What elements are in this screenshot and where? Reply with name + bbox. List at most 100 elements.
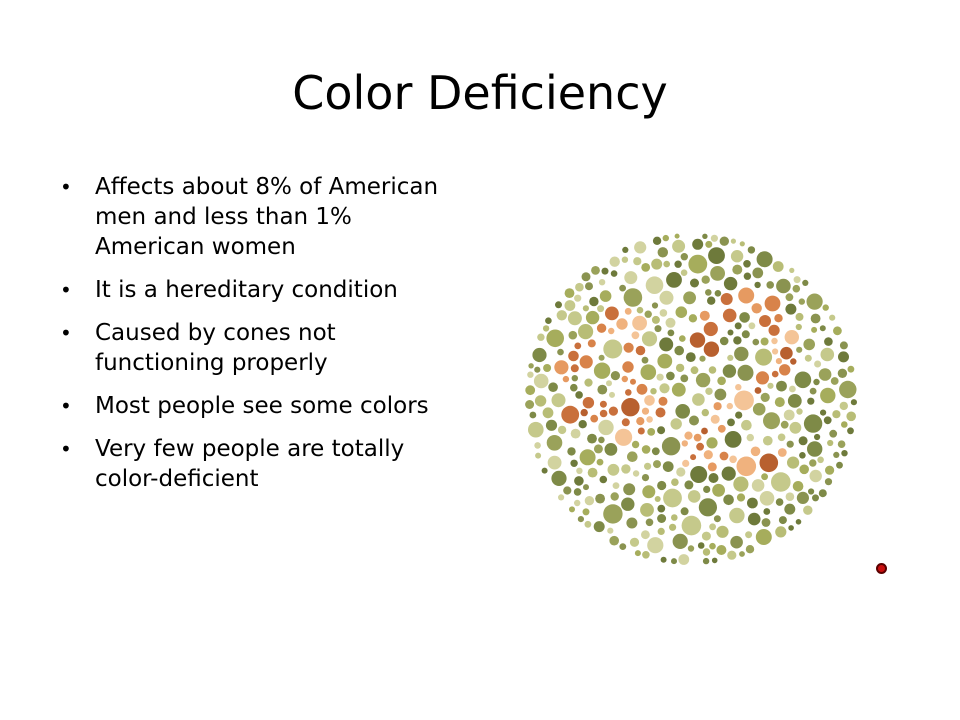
plate-dot <box>839 401 848 411</box>
plate-dot <box>647 537 664 554</box>
plate-dot <box>574 294 582 302</box>
plate-dot <box>809 387 817 395</box>
bullet-dot-icon: • <box>60 175 72 199</box>
plate-dot <box>666 371 675 381</box>
plate-dot <box>598 354 605 361</box>
plate-dot <box>624 271 638 285</box>
plate-dot <box>593 521 605 533</box>
plate-dot <box>679 335 686 342</box>
plate-dot <box>555 301 562 309</box>
plate-dot <box>607 527 614 534</box>
plate-dot <box>646 416 653 423</box>
plate-dot <box>590 414 599 423</box>
plate-dot <box>591 266 600 275</box>
plate-dot <box>803 414 823 433</box>
plate-dot <box>623 483 636 496</box>
plate-dot <box>755 371 770 385</box>
plate-dot <box>760 392 770 402</box>
plate-dot <box>606 380 612 387</box>
plate-dot <box>637 427 645 435</box>
plate-dot <box>838 351 849 363</box>
plate-dot <box>755 529 772 545</box>
plate-dot <box>774 314 783 323</box>
plate-dot <box>651 315 660 324</box>
plate-dot <box>582 397 595 409</box>
plate-dot <box>798 436 808 446</box>
plate-dot <box>562 375 570 383</box>
plate-dot <box>645 276 664 294</box>
plate-dot <box>730 250 744 263</box>
plate-dot <box>667 329 675 337</box>
plate-dot <box>599 475 608 484</box>
plate-dot <box>609 391 615 398</box>
plate-dot <box>839 341 848 350</box>
plate-dot <box>666 272 682 288</box>
plate-dot <box>818 368 832 381</box>
plate-dot <box>563 486 572 495</box>
plate-dot <box>684 431 693 440</box>
plate-dot <box>810 313 821 324</box>
plate-dot <box>761 473 768 481</box>
plate-dot <box>750 446 761 457</box>
plate-dot <box>534 442 541 449</box>
plate-dot <box>789 421 802 434</box>
plate-dot <box>702 233 708 239</box>
plate-dot <box>644 310 652 318</box>
plate-dot <box>706 437 718 449</box>
plate-dot <box>576 467 583 474</box>
plate-dot <box>636 417 645 426</box>
plate-dot <box>574 499 581 507</box>
plate-dot <box>722 308 737 323</box>
plate-dot <box>578 324 594 340</box>
plate-dot <box>822 304 829 311</box>
plate-dot <box>799 464 809 475</box>
plate-dot <box>748 322 756 330</box>
plate-dot <box>655 407 666 418</box>
plate-dot <box>634 241 647 254</box>
bullet-text: Most people see some colors <box>95 393 429 419</box>
plate-dot <box>674 260 682 268</box>
plate-dot <box>733 336 742 345</box>
plate-dot <box>636 306 644 314</box>
plate-dot <box>766 281 774 289</box>
plate-dot <box>823 416 832 425</box>
plate-dot <box>652 236 662 245</box>
plate-dot <box>567 447 576 456</box>
plate-dot <box>776 380 787 392</box>
plate-dot <box>621 398 640 417</box>
bullet-item: • It is a hereditary condition <box>60 275 460 305</box>
plate-dot <box>772 261 784 272</box>
plate-dot <box>567 311 582 326</box>
plate-dot <box>798 298 805 305</box>
plate-dot <box>676 467 686 477</box>
plate-dot <box>527 371 534 378</box>
plate-dot <box>633 257 642 266</box>
plate-dot <box>690 366 699 375</box>
ishihara-plate-image <box>525 233 857 565</box>
plate-dot <box>584 496 595 506</box>
plate-dot <box>598 279 606 286</box>
plate-dot <box>659 337 674 352</box>
plate-dot <box>669 523 677 531</box>
plate-dot <box>623 342 634 353</box>
slide-title: Color Deficiency <box>292 66 668 120</box>
plate-dot <box>597 305 605 313</box>
plate-dot <box>820 409 827 416</box>
plate-dot <box>551 470 567 486</box>
plate-dot <box>659 383 670 394</box>
plate-dot <box>713 402 722 411</box>
plate-dot <box>561 405 580 424</box>
plate-dot <box>829 429 838 438</box>
plate-dot <box>850 399 857 406</box>
plate-dot <box>710 414 720 424</box>
plate-dot <box>662 234 669 242</box>
plate-dot <box>626 517 638 529</box>
plate-dot <box>533 373 549 389</box>
plate-dot <box>716 545 727 555</box>
plate-dot <box>776 278 791 294</box>
plate-dot <box>785 303 797 315</box>
plate-dot <box>635 345 646 356</box>
plate-dot <box>641 474 650 482</box>
plate-dot <box>721 466 736 481</box>
